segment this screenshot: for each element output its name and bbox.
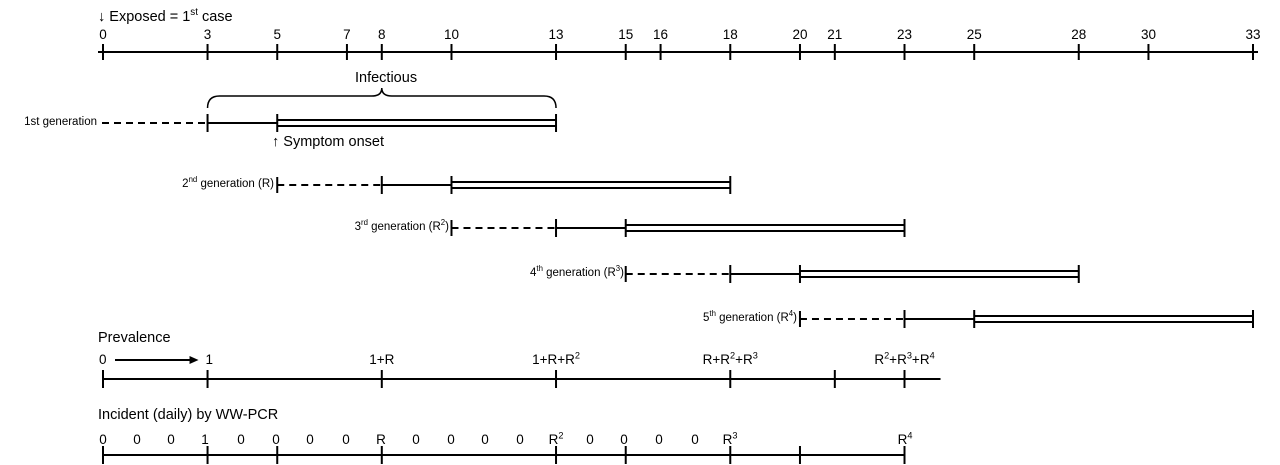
incident-value-label: 0: [133, 432, 141, 447]
incident-value-label: 0: [447, 432, 455, 447]
exposed-annotation: ↓ Exposed = 1st case: [98, 7, 233, 25]
prevalence-title: Prevalence: [98, 330, 171, 346]
incident-value-label: 0: [306, 432, 314, 447]
incident-value-label: 0: [620, 432, 628, 447]
timeline-tick-label: 10: [443, 27, 459, 42]
incident-value-label: 0: [516, 432, 524, 447]
prevalence-value-label: 1: [205, 352, 214, 367]
timeline-tick-label: 5: [273, 27, 281, 42]
incident-value-label: 0: [412, 432, 420, 447]
generation-label: 4th generation (R3): [530, 264, 624, 279]
timeline-tick-label: 33: [1245, 27, 1261, 42]
timeline-tick-label: 13: [548, 27, 564, 42]
prevalence-value-label: 1+R+R2: [532, 350, 580, 367]
incident-value-label: 0: [586, 432, 594, 447]
incident-value-label: R4: [897, 430, 913, 447]
symptom-onset-label: ↑ Symptom onset: [272, 134, 385, 150]
timeline-tick-label: 15: [618, 27, 634, 42]
timeline-tick-label: 30: [1140, 27, 1156, 42]
incident-title: Incident (daily) by WW-PCR: [98, 407, 279, 423]
infectious-brace: [206, 87, 557, 109]
incident-value-label: 0: [691, 432, 699, 447]
prevalence-value-label: 1+R: [369, 352, 395, 367]
incident-value-label: 0: [272, 432, 280, 447]
prevalence-value-label: R+R2+R3: [702, 350, 758, 367]
timeline-tick-label: 8: [378, 27, 386, 42]
prevalence-arrow-head: [189, 356, 199, 364]
timeline-tick-label: 21: [827, 27, 843, 42]
prevalence-value-label: 0: [99, 352, 107, 367]
timeline-tick-label: 16: [653, 27, 669, 42]
incident-value-label: R2: [548, 430, 564, 447]
incident-value-label: R: [376, 432, 386, 447]
timeline-tick-label: 3: [203, 27, 212, 42]
generation-label: 3rd generation (R2): [354, 218, 449, 233]
incident-value-label: 0: [655, 432, 663, 447]
timeline-tick-label: 18: [722, 27, 738, 42]
incident-value-label: 0: [167, 432, 175, 447]
timeline-tick-label: 23: [896, 27, 913, 42]
incident-value-label: 0: [99, 432, 107, 447]
timeline-tick-label: 28: [1071, 27, 1087, 42]
exposed-annotation-text: ↓ Exposed = 1: [98, 9, 191, 25]
incident-value-label: R3: [722, 430, 738, 447]
infectious-label: Infectious: [355, 70, 418, 86]
timeline-tick-label: 20: [792, 27, 808, 42]
timeline-tick-label: 25: [966, 27, 982, 42]
generation-label: 5th generation (R4): [703, 309, 797, 324]
incident-value-label: 0: [481, 432, 489, 447]
timeline-tick-label: 7: [343, 27, 351, 42]
generation-label: 1st generation: [24, 116, 97, 128]
timeline-tick-label: 0: [99, 27, 107, 42]
incident-value-label: 0: [237, 432, 245, 447]
prevalence-value-label: R2+R3+R4: [874, 350, 935, 367]
exposed-annotation-sup: st: [190, 7, 198, 19]
incident-value-label: 1: [201, 432, 209, 447]
exposed-annotation-suffix: case: [197, 9, 233, 25]
incident-value-label: 0: [342, 432, 350, 447]
generation-label: 2nd generation (R): [182, 175, 274, 190]
